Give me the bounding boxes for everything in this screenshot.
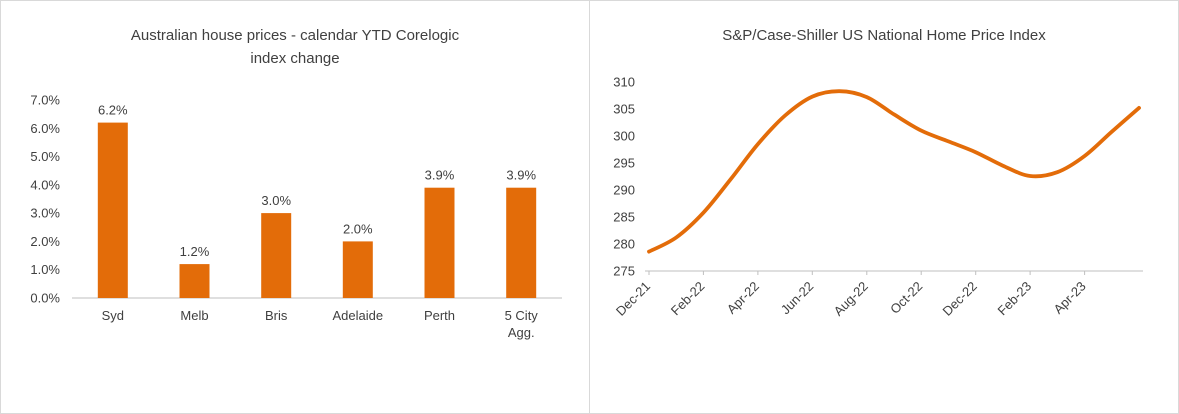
panel-divider <box>589 1 590 413</box>
x-axis-label: Melb <box>180 308 208 323</box>
y-axis-label: 4.0% <box>30 177 60 192</box>
y-axis-label: 300 <box>613 128 635 143</box>
y-axis-label: 3.0% <box>30 206 60 221</box>
home-price-index-line <box>647 88 1141 253</box>
line-chart-title: S&P/Case-Shiller US National Home Price … <box>722 27 1046 44</box>
y-axis-label: 295 <box>613 155 635 170</box>
y-axis-label: 275 <box>613 263 635 278</box>
bar <box>261 213 292 298</box>
bar <box>342 241 373 298</box>
bar-value-label: 3.9% <box>506 168 536 183</box>
bar <box>424 187 455 298</box>
y-axis-label: 7.0% <box>30 93 60 108</box>
x-axis-label: Dec-21 <box>613 278 653 318</box>
y-axis-label: 285 <box>613 209 635 224</box>
y-axis-label: 0.0% <box>30 291 60 306</box>
x-axis-label: Apr-22 <box>724 278 762 316</box>
x-axis-label: Feb-23 <box>994 278 1034 318</box>
x-axis-label: Apr-23 <box>1051 278 1089 316</box>
x-axis-label: Dec-22 <box>940 278 980 318</box>
x-axis-label: Agg. <box>508 325 535 340</box>
bar-value-label: 3.0% <box>261 193 291 208</box>
bar <box>506 187 537 298</box>
y-axis-label: 310 <box>613 74 635 89</box>
x-axis-label: Perth <box>424 308 455 323</box>
x-axis-label: Syd <box>102 308 124 323</box>
bar <box>179 264 210 298</box>
y-axis-label: 5.0% <box>30 149 60 164</box>
x-axis-label: Adelaide <box>332 308 383 323</box>
bar-value-label: 3.9% <box>425 168 455 183</box>
bar-chart: 0.0% 1.0% 2.0% 3.0% 4.0% 5.0% 6.0% 7.0% 6.2% Syd 1… <box>30 93 562 340</box>
y-axis-label: 305 <box>613 101 635 116</box>
bar-value-label: 6.2% <box>98 103 128 118</box>
x-axis-label: Bris <box>265 308 288 323</box>
y-axis-label: 6.0% <box>30 121 60 136</box>
bar-chart-title: Australian house prices - calendar YTD C… <box>130 27 460 67</box>
line-chart-panel: S&P/Case-Shiller US National Home Price … <box>590 1 1178 413</box>
x-axis-label: Oct-22 <box>887 278 925 316</box>
y-axis-label: 290 <box>613 182 635 197</box>
y-axis-label: 280 <box>613 236 635 251</box>
x-axis-label: 5 City <box>505 308 539 323</box>
bar <box>97 122 128 298</box>
bar-value-label: 2.0% <box>343 221 373 236</box>
line-chart: 275 280 285 290 295 300 305 310 Dec-21 Feb-22 Apr-… <box>613 74 1143 318</box>
bar-value-label: 1.2% <box>180 244 210 259</box>
x-axis-label: Jun-22 <box>778 278 817 317</box>
x-axis-label: Aug-22 <box>831 278 871 318</box>
bar-chart-panel: Australian house prices - calendar YTD C… <box>1 1 589 413</box>
y-axis-label: 2.0% <box>30 234 60 249</box>
y-axis-label: 1.0% <box>30 262 60 277</box>
x-axis-label: Feb-22 <box>668 278 708 318</box>
